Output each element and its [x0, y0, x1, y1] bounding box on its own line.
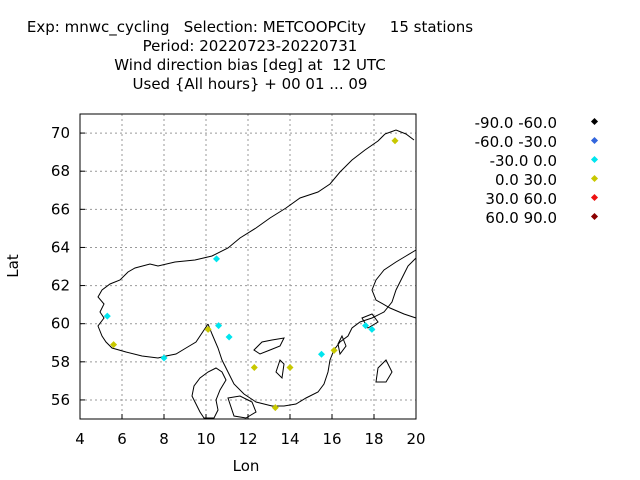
legend-marker	[590, 193, 599, 202]
legend-item: 30.0 60.0	[430, 190, 605, 208]
grid-lines	[80, 114, 416, 419]
station-markers	[103, 137, 399, 412]
chart-header-line-4: Used {All hours} + 00 01 ... 09	[132, 75, 368, 93]
legend-label: -60.0 -30.0	[474, 133, 557, 151]
station-point	[391, 137, 399, 145]
legend-item: 60.0 90.0	[430, 209, 605, 227]
legend-item: 0.0 30.0	[430, 171, 605, 189]
x-tick-label: 18	[364, 430, 383, 448]
chart-header-line-2: Period: 20220723-20220731	[142, 37, 358, 55]
y-axis-ticks: 56 58 60 62 64 66 68 70	[51, 124, 85, 409]
y-tick-label: 56	[51, 391, 70, 409]
y-tick-label: 62	[51, 277, 70, 295]
jutland	[191, 367, 227, 419]
station-point	[330, 346, 338, 354]
legend-label: -30.0 0.0	[489, 152, 557, 170]
legend-label: -90.0 -60.0	[474, 114, 557, 132]
station-point	[110, 341, 118, 349]
y-tick-label: 60	[51, 315, 70, 333]
legend-marker	[590, 174, 599, 183]
chart-header-line-1: Exp: mnwc_cycling Selection: METCOOPCity…	[26, 18, 474, 36]
legend-item: -60.0 -30.0	[430, 133, 605, 151]
station-point	[271, 404, 279, 412]
legend-label: 30.0 60.0	[485, 190, 557, 208]
legend-marker	[590, 117, 599, 126]
y-axis-label: Lat	[4, 254, 22, 278]
station-point	[362, 322, 370, 330]
x-tick-label: 16	[322, 430, 341, 448]
station-point	[286, 364, 294, 372]
station-point	[215, 322, 223, 330]
x-axis-label: Lon	[233, 457, 260, 475]
station-point	[213, 255, 220, 263]
lake-vanern	[253, 337, 285, 355]
danish-islands	[227, 395, 257, 419]
x-tick-label: 6	[117, 430, 127, 448]
station-point	[204, 325, 212, 333]
station-point	[103, 312, 111, 320]
lake-vattern	[275, 359, 285, 380]
station-point	[318, 350, 325, 358]
station-point	[225, 333, 233, 341]
legend-item: -90.0 -60.0	[430, 114, 605, 132]
y-tick-label: 68	[51, 162, 70, 180]
finland-coastline	[371, 249, 417, 319]
y-tick-label: 66	[51, 200, 70, 218]
station-point	[368, 325, 376, 333]
x-tick-label: 20	[406, 430, 425, 448]
sweden-coastline	[207, 257, 417, 407]
y-tick-label: 70	[51, 124, 70, 142]
chart-header-line-3: Wind direction bias [deg] at 12 UTC	[114, 56, 386, 74]
station-point	[160, 354, 168, 362]
legend-marker	[590, 155, 599, 164]
gotland-island	[375, 359, 393, 383]
x-tick-label: 10	[196, 430, 215, 448]
y-tick-label: 58	[51, 353, 70, 371]
legend-marker	[590, 136, 599, 145]
x-tick-label: 14	[280, 430, 299, 448]
y-tick-label: 64	[51, 238, 70, 256]
x-tick-label: 12	[238, 430, 257, 448]
northern-coastline	[384, 129, 415, 141]
legend-marker	[590, 212, 599, 221]
norway-coastline	[97, 133, 386, 359]
legend-item: -30.0 0.0	[430, 152, 605, 170]
x-tick-label: 4	[75, 430, 85, 448]
x-tick-label: 8	[159, 430, 169, 448]
legend-label: 0.0 30.0	[494, 171, 557, 189]
oland-island	[337, 334, 347, 356]
station-point	[250, 364, 258, 372]
legend-label: 60.0 90.0	[485, 209, 557, 227]
x-axis-ticks: 4 6 8 10 12 14 16 18 20	[75, 414, 426, 448]
coastline-map	[97, 129, 417, 419]
